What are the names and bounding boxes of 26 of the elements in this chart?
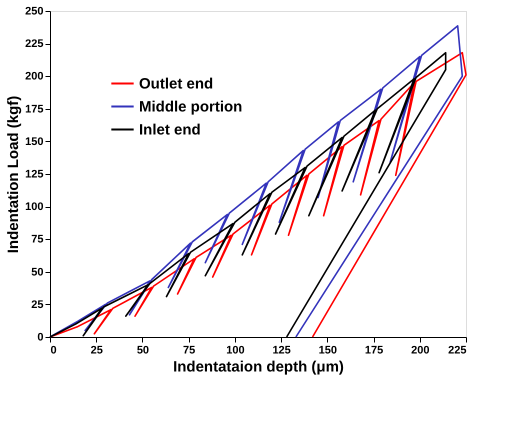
x-tick-label: 150 [318,344,338,356]
x-tick-label: 225 [448,344,466,356]
x-tick-label: 25 [90,344,103,356]
x-tick-label: 100 [226,344,245,356]
y-tick-label: 25 [31,298,44,311]
y-tick-label: 200 [25,70,44,83]
y-tick-label: 225 [25,38,44,50]
y-axis-title: Indentation Load (kgf) [5,96,22,254]
legend-label: Inlet end [139,122,201,138]
x-tick-label: 125 [272,344,291,356]
y-tick-label: 100 [25,201,44,214]
legend-label: Middle portion [139,98,242,116]
x-axis-title: Indentataion depth (μm) [173,358,344,376]
x-tick-label: 75 [183,344,196,356]
x-tick-label: 0 [50,344,57,356]
y-tick-label: 150 [25,136,44,148]
x-tick-label: 50 [136,344,150,356]
y-tick-label: 0 [37,332,44,344]
x-tick-label: 175 [364,344,384,356]
legend-label: Outlet end [139,76,214,92]
y-tick-label: 175 [25,103,44,116]
y-tick-label: 125 [25,168,44,180]
y-tick-label: 50 [31,266,44,278]
y-tick-label: 250 [25,6,44,18]
x-tick-label: 200 [411,344,430,356]
y-tick-label: 75 [31,234,44,246]
